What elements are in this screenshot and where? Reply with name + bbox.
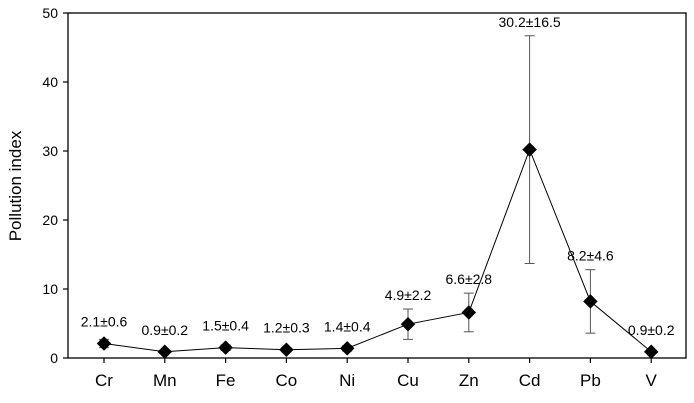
data-point-marker bbox=[157, 344, 173, 360]
x-axis: Cr Mn Fe Co Ni Cu Zn Cd Pb V bbox=[95, 358, 658, 390]
data-point-marker bbox=[522, 142, 537, 157]
data-label: 8.2±4.6 bbox=[567, 248, 614, 264]
data-point-marker bbox=[643, 344, 659, 360]
x-tick-label: Ni bbox=[339, 371, 355, 390]
data-point-marker bbox=[461, 305, 477, 320]
x-tick-label: Co bbox=[276, 371, 298, 390]
y-axis: 0 10 20 30 40 50 bbox=[42, 5, 68, 366]
x-tick-label: Cd bbox=[519, 371, 541, 390]
data-point-marker bbox=[218, 340, 233, 356]
data-label: 6.6±2.8 bbox=[445, 271, 492, 287]
x-tick-label: Pb bbox=[580, 371, 601, 390]
y-tick-label: 0 bbox=[50, 350, 58, 366]
data-point-marker bbox=[96, 336, 112, 351]
data-label: 1.4±0.4 bbox=[324, 318, 371, 334]
y-tick-label: 10 bbox=[42, 281, 58, 297]
y-tick-label: 20 bbox=[42, 212, 58, 228]
x-tick-label: Cu bbox=[397, 371, 419, 390]
data-label: 1.2±0.3 bbox=[263, 320, 310, 336]
data-label: 0.9±0.2 bbox=[628, 322, 675, 338]
data-label: 0.9±0.2 bbox=[141, 322, 188, 338]
y-tick-label: 30 bbox=[42, 143, 58, 159]
data-point-marker bbox=[339, 340, 355, 356]
x-tick-label: Zn bbox=[459, 371, 479, 390]
data-label: 30.2±16.5 bbox=[499, 14, 561, 30]
data-label: 2.1±0.6 bbox=[81, 314, 128, 330]
data-label: 4.9±2.2 bbox=[385, 287, 432, 303]
x-tick-label: Cr bbox=[95, 371, 113, 390]
data-series: 2.1±0.6 0.9±0.2 1.5±0.4 1.2±0.3 1.4±0.4 4.9±2… bbox=[81, 14, 675, 360]
series-line bbox=[103, 148, 652, 353]
data-point-marker bbox=[583, 294, 598, 309]
x-tick-label: Fe bbox=[216, 371, 236, 390]
y-tick-label: 40 bbox=[42, 74, 58, 90]
data-label: 1.5±0.4 bbox=[202, 318, 249, 334]
data-point-marker bbox=[400, 316, 416, 332]
x-tick-label: Mn bbox=[153, 371, 177, 390]
y-tick-label: 50 bbox=[42, 5, 58, 21]
plot-border bbox=[67, 12, 687, 359]
x-tick-label: V bbox=[646, 371, 658, 390]
y-axis-label: Pollution index bbox=[6, 130, 25, 241]
data-point-marker bbox=[279, 342, 294, 358]
plot-frame bbox=[67, 12, 687, 359]
